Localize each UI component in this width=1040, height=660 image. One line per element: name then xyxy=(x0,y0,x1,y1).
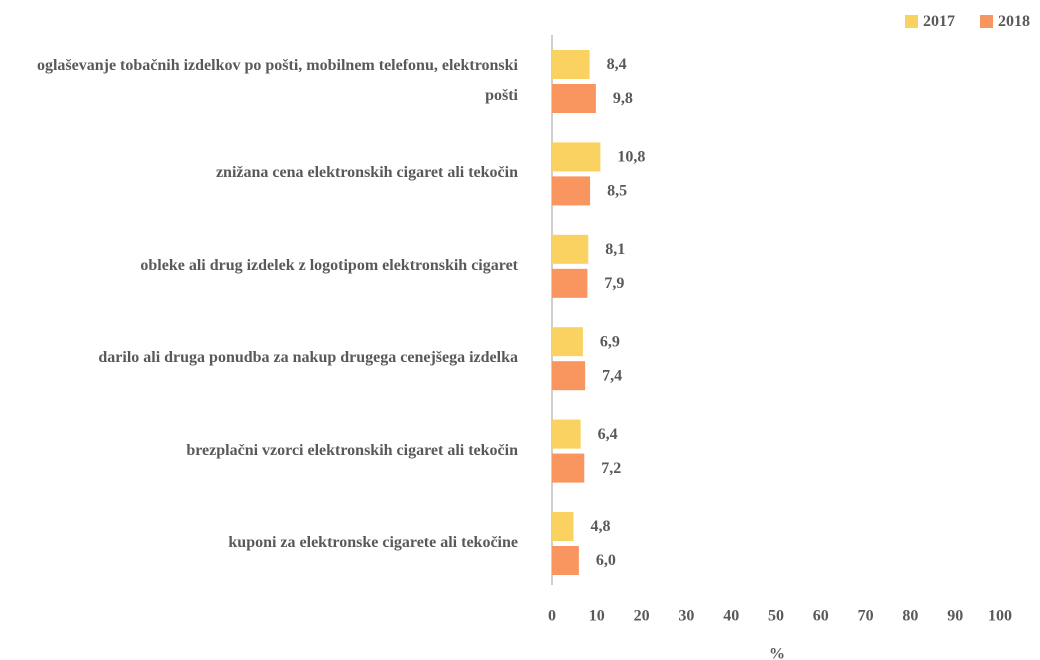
x-tick-label: 100 xyxy=(988,608,1012,625)
value-label: 8,1 xyxy=(605,241,625,258)
bar xyxy=(552,234,589,264)
category-label: obleke ali drug izdelek z logotipom elek… xyxy=(140,256,518,274)
legend-swatch xyxy=(980,15,993,28)
value-label: 8,5 xyxy=(607,183,627,200)
x-tick-label: 90 xyxy=(947,608,963,625)
bar xyxy=(552,361,586,391)
bar xyxy=(552,453,585,483)
x-axis-label: % xyxy=(769,646,785,660)
category-label: brezplačni vzorci elektronskih cigaret a… xyxy=(186,441,518,459)
category-label: kuponi za elektronske cigarete ali tekoč… xyxy=(228,534,518,551)
value-label: 4,8 xyxy=(591,518,611,535)
x-tick-label: 30 xyxy=(678,608,694,625)
bar xyxy=(552,546,579,575)
bar xyxy=(552,84,596,113)
bar xyxy=(552,176,591,206)
category-label: oglaševanje tobačnih izdelkov po pošti, … xyxy=(36,57,518,104)
category-label: darilo ali druga ponudba za nakup drugeg… xyxy=(98,349,518,367)
bar xyxy=(552,50,590,79)
value-label: 8,4 xyxy=(607,56,627,73)
legend-swatch xyxy=(905,15,918,28)
legend-label: 2017 xyxy=(923,13,955,30)
value-label: 6,0 xyxy=(596,552,616,569)
value-label: 7,9 xyxy=(604,275,624,292)
x-tick-label: 60 xyxy=(813,608,829,625)
bar xyxy=(552,419,581,449)
bar xyxy=(552,268,588,298)
x-tick-label: 40 xyxy=(723,608,739,625)
bar xyxy=(552,512,574,541)
legend-label: 2018 xyxy=(998,13,1030,30)
x-tick-label: 70 xyxy=(858,608,874,625)
value-label: 10,8 xyxy=(617,149,645,166)
x-tick-label: 80 xyxy=(902,608,918,625)
value-label: 6,9 xyxy=(600,333,620,350)
category-label: znižana cena elektronskih cigaret ali te… xyxy=(215,164,518,182)
value-label: 6,4 xyxy=(598,426,618,443)
value-label: 7,4 xyxy=(602,367,622,384)
value-label: 9,8 xyxy=(613,90,633,107)
x-tick-label: 20 xyxy=(634,608,650,625)
x-tick-label: 0 xyxy=(548,608,556,625)
value-label: 7,2 xyxy=(601,460,621,477)
bar xyxy=(552,142,601,172)
x-tick-label: 50 xyxy=(768,608,784,625)
x-tick-label: 10 xyxy=(589,608,605,625)
bar xyxy=(552,327,583,357)
